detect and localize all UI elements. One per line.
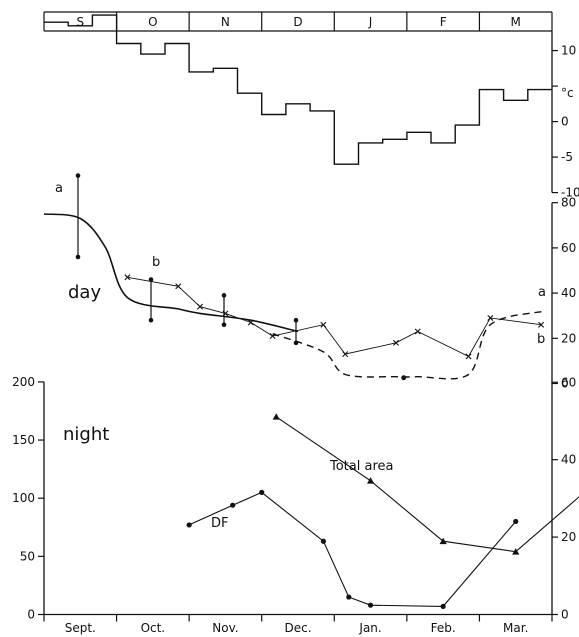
- month-band-label: O: [148, 15, 157, 29]
- night-left-tick-label: 200: [12, 375, 35, 389]
- night-left-tick-label: 0: [27, 608, 35, 622]
- temperature-step-line: [44, 14, 552, 165]
- series-b-cross: [392, 339, 399, 346]
- month-band-label: F: [440, 15, 447, 29]
- series-b-cross: [465, 353, 472, 360]
- night-panel: Sept. Oct. Nov. Dec. Jan. Feb. Mar.20015010050…: [12, 375, 579, 635]
- series-a-point: [401, 375, 407, 381]
- error-bar-low: [75, 254, 81, 260]
- night-right-tick-label: 40: [561, 453, 576, 467]
- series-b-end-label: b: [537, 332, 545, 347]
- df-marker: [259, 489, 265, 495]
- series-b-cross: [487, 314, 494, 321]
- df-label: DF: [211, 516, 229, 531]
- series-b-line: [127, 276, 542, 357]
- temperature-tick-label: -10: [561, 186, 579, 200]
- total-area-marker: [272, 413, 280, 420]
- error-bar-high: [148, 277, 154, 282]
- series-b-cross: [175, 283, 182, 290]
- series-a-start-label: a: [55, 181, 63, 196]
- night-left-tick-label: 100: [12, 491, 35, 505]
- error-bar-high: [293, 317, 299, 323]
- error-bar-low: [148, 317, 154, 323]
- total-area-label: Total area: [329, 459, 393, 474]
- temperature-tick-label: 0: [561, 115, 569, 129]
- night-right-tick-label: 60: [561, 375, 576, 389]
- series-b-cross: [124, 274, 131, 281]
- total-area-marker: [366, 477, 375, 484]
- series-a-dashed-curve: [272, 310, 545, 380]
- temperature-tick-label: -5: [561, 150, 573, 164]
- df-marker: [186, 522, 192, 528]
- month-band-label: J: [368, 15, 373, 29]
- day-tick-label: 60: [561, 241, 576, 255]
- df-marker: [513, 518, 519, 525]
- day-tick-label: 0: [561, 377, 569, 391]
- series-b-cross: [538, 321, 545, 328]
- series-a-end-label: a: [538, 285, 546, 300]
- night-left-tick-label: 50: [20, 549, 35, 563]
- night-left-tick-label: 150: [12, 433, 35, 447]
- total-area-marker: [512, 548, 520, 555]
- night-right-tick-label: 20: [561, 530, 576, 544]
- night-right-tick-label: 0: [561, 608, 569, 622]
- series-a-solid-curve: [43, 213, 299, 333]
- night-x-tick-label: Oct.: [141, 621, 166, 635]
- day-tick-label: 20: [561, 331, 576, 345]
- series-b-cross: [197, 303, 204, 310]
- df-marker: [230, 502, 236, 508]
- error-bar-high: [75, 173, 81, 178]
- series-b-start-label: b: [152, 255, 160, 270]
- night-x-tick-label: Nov.: [212, 621, 238, 635]
- day-panel: 80 60 40 20 0: [43, 173, 576, 391]
- month-band-label: M: [511, 15, 521, 29]
- temperature-tick-label: 10: [561, 44, 576, 58]
- night-x-tick-label: Sept.: [65, 621, 96, 635]
- error-bar-low: [293, 340, 299, 346]
- night-x-tick-label: Feb.: [431, 621, 456, 635]
- df-marker: [346, 594, 352, 600]
- month-band-label: N: [221, 15, 230, 29]
- series-b-cross: [414, 328, 421, 335]
- series-b-cross: [342, 351, 349, 358]
- night-x-tick-label: Mar.: [503, 621, 528, 635]
- error-bar-low: [221, 322, 227, 328]
- temperature-panel: S O N D J F M 10 °c 0 -5 -10: [43, 11, 579, 200]
- night-x-tick-label: Dec.: [284, 621, 311, 635]
- temperature-unit: °c: [561, 86, 574, 100]
- df-marker: [367, 602, 374, 608]
- day-label: day: [68, 282, 101, 303]
- day-tick-label: 40: [561, 286, 576, 300]
- df-marker: [320, 538, 326, 544]
- month-band-label: S: [76, 15, 84, 29]
- error-bar-high: [221, 293, 227, 298]
- month-band-label: D: [293, 15, 302, 29]
- df-marker: [440, 603, 446, 609]
- night-series-line: [188, 491, 517, 607]
- series-b-cross: [269, 333, 276, 340]
- night-label: night: [63, 424, 109, 445]
- series-b-cross: [320, 321, 327, 328]
- night-series-line: [275, 416, 579, 553]
- series-b-cross: [247, 319, 254, 326]
- night-x-tick-label: Jan.: [358, 621, 381, 635]
- total-area-marker: [439, 537, 447, 545]
- day-tick-label: 80: [561, 196, 576, 210]
